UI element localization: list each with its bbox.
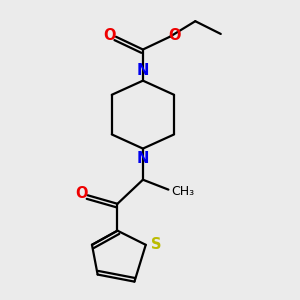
Text: N: N: [137, 151, 149, 166]
Text: O: O: [103, 28, 116, 43]
Text: S: S: [151, 237, 161, 252]
Text: O: O: [75, 186, 88, 201]
Text: N: N: [137, 63, 149, 78]
Text: O: O: [169, 28, 181, 43]
Text: CH₃: CH₃: [171, 184, 194, 197]
